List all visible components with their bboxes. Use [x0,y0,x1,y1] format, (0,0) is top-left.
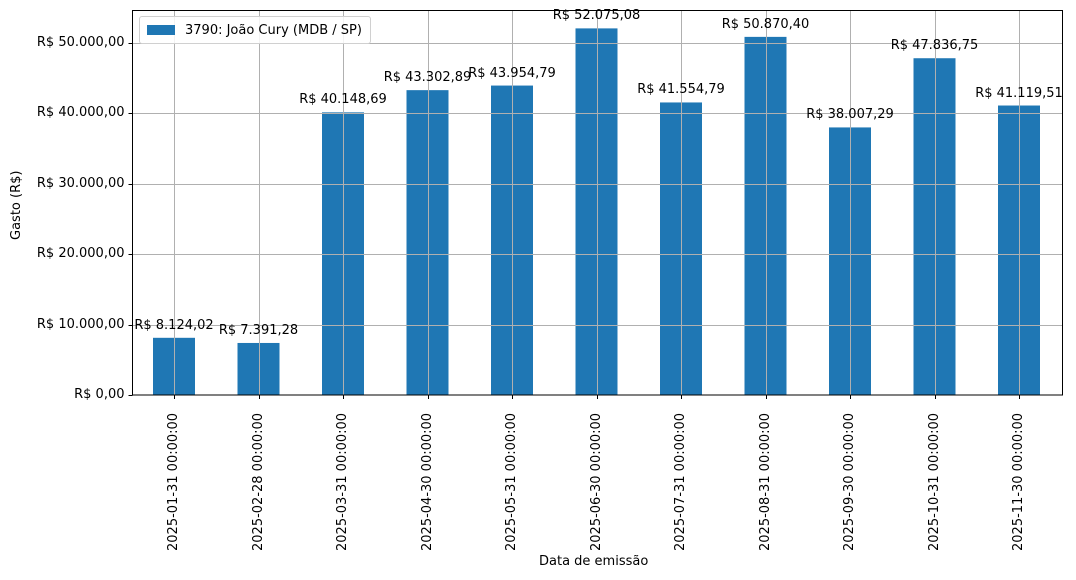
y-tick-label: R$ 30.000,00 [36,175,125,191]
bar-value-label: R$ 41.554,79 [637,82,725,98]
x-tick-label: 2025-09-30 00:00:00 [842,412,857,551]
bar-value-label: R$ 7.391,28 [218,322,299,338]
bar-value-label: R$ 43.954,79 [468,65,556,81]
y-tick-label: R$ 0,00 [74,387,125,402]
bar-value-label: R$ 40.148,69 [299,92,387,108]
x-tick-label: 2025-06-30 00:00:00 [588,412,604,551]
bar [913,58,956,395]
y-tick-label: R$ 20.000,00 [36,246,125,262]
bar-value-label: R$ 38.007,29 [806,107,894,123]
bar-value-label: R$ 41.119,51 [975,85,1063,101]
x-tick-label: 2025-10-31 00:00:00 [926,412,942,551]
legend-swatch [147,25,175,35]
x-tick-label: 2025-01-31 00:00:00 [166,412,181,551]
bar [744,36,787,396]
x-tick-label: 2025-04-30 00:00:00 [419,412,435,551]
y-tick-label: R$ 10.000,00 [36,316,125,332]
x-tick-label: 2025-05-31 00:00:00 [504,412,519,551]
x-tick-label: 2025-07-31 00:00:00 [673,412,688,551]
legend: 3790: João Cury (MDB / SP) [139,16,371,44]
bar-value-label: R$ 50.870,40 [721,16,810,32]
bar [406,90,449,396]
x-tick-label: 2025-11-30 00:00:00 [1011,412,1026,551]
grid-lines-overlay [132,10,1063,395]
y-tick-label: R$ 50.000,00 [36,35,125,50]
tick-marks [128,43,1020,399]
legend-label: 3790: João Cury (MDB / SP) [185,22,362,38]
x-tick-label: 2025-03-31 00:00:00 [335,412,350,551]
bar [237,342,280,395]
x-tick-label: 2025-08-31 00:00:00 [757,412,773,551]
y-axis-title: Gasto (R$) [9,170,24,240]
bar-series [153,28,1040,396]
bar-value-label: R$ 52.075,08 [552,8,641,24]
y-tick-label: R$ 40.000,00 [36,105,125,121]
bar-value-label: R$ 47.836,75 [890,38,979,54]
x-tick-label: 2025-02-28 00:00:00 [250,412,266,551]
bar-value-label: R$ 8.124,02 [134,317,214,333]
x-axis-title: Data de emissão [539,554,649,569]
bar [575,28,618,395]
bar-value-label: R$ 43.302,89 [383,70,472,86]
